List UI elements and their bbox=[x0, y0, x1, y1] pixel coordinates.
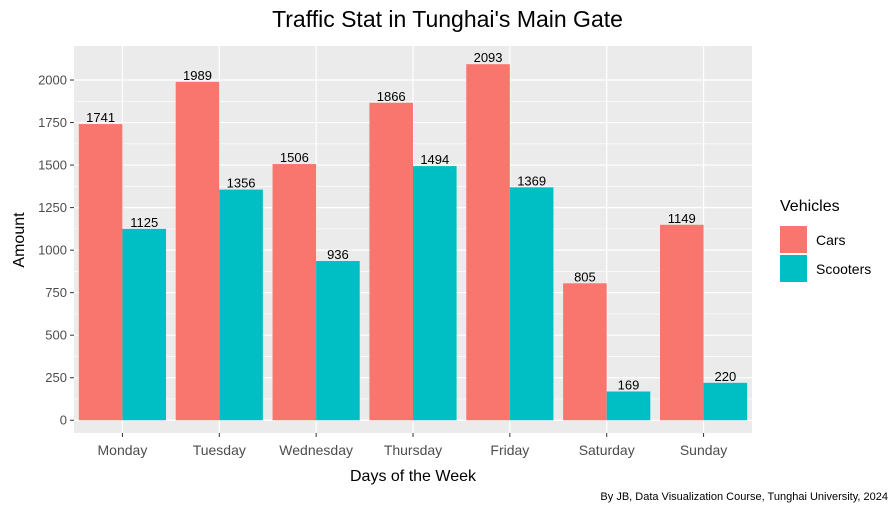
value-label: 169 bbox=[618, 377, 640, 392]
y-tick-label: 1750 bbox=[38, 115, 67, 130]
x-tick-label: Wednesday bbox=[279, 442, 353, 458]
value-label: 1989 bbox=[183, 68, 212, 83]
bar-cars bbox=[466, 64, 510, 421]
bars bbox=[78, 64, 748, 421]
bar-cars bbox=[272, 164, 317, 421]
bar-scooters bbox=[316, 261, 360, 421]
value-label: 220 bbox=[715, 369, 737, 384]
y-axis-title: Amount bbox=[11, 212, 28, 268]
value-label: 805 bbox=[574, 269, 596, 284]
value-label: 936 bbox=[327, 247, 349, 262]
y-axis: 0 250 500 750 1000 1250 1500 1750 2000 bbox=[38, 73, 74, 428]
x-tick-label: Thursday bbox=[384, 442, 442, 458]
bar-cars bbox=[369, 102, 413, 421]
legend-item-scooters: Scooters bbox=[780, 254, 871, 283]
chart-title: Traffic Stat in Tunghai's Main Gate bbox=[272, 6, 623, 32]
value-label: 1506 bbox=[280, 150, 309, 165]
x-tick-label: Sunday bbox=[680, 442, 727, 458]
value-label: 1494 bbox=[420, 152, 449, 167]
value-label: 1356 bbox=[227, 176, 256, 191]
bar-scooters bbox=[413, 166, 457, 421]
y-tick-label: 1000 bbox=[38, 243, 67, 258]
legend: Vehicles Cars Scooters bbox=[780, 198, 871, 283]
bar-cars bbox=[563, 283, 607, 421]
value-label: 1741 bbox=[86, 110, 115, 125]
bar-scooters bbox=[122, 228, 167, 421]
value-label: 1866 bbox=[377, 89, 406, 104]
y-tick-label: 1250 bbox=[38, 200, 67, 215]
bar-cars bbox=[659, 224, 704, 421]
value-label: 2093 bbox=[474, 50, 503, 65]
x-axis-title: Days of the Week bbox=[350, 468, 477, 485]
value-label: 1149 bbox=[668, 211, 696, 226]
legend-label-scooters: Scooters bbox=[816, 260, 872, 277]
bar-scooters bbox=[509, 187, 554, 421]
bar-scooters bbox=[703, 382, 748, 421]
legend-key-scooters bbox=[780, 255, 807, 282]
y-tick-label: 1500 bbox=[38, 158, 67, 173]
y-tick-label: 2000 bbox=[38, 73, 67, 88]
value-label: 1369 bbox=[517, 173, 546, 188]
x-tick-label: Tuesday bbox=[193, 442, 246, 458]
legend-label-cars: Cars bbox=[816, 231, 846, 248]
bar-cars bbox=[175, 81, 220, 421]
x-tick-label: Monday bbox=[98, 442, 148, 458]
x-tick-label: Saturday bbox=[579, 442, 635, 458]
x-axis: Monday Tuesday Wednesday Thursday Friday Satu… bbox=[98, 433, 727, 458]
caption: By JB, Data Visualization Course, Tungha… bbox=[600, 491, 888, 503]
bar-cars bbox=[78, 124, 123, 421]
bar-scooters bbox=[606, 391, 651, 421]
y-tick-label: 0 bbox=[60, 413, 67, 428]
y-tick-label: 750 bbox=[45, 285, 67, 300]
value-labels: 1741 1989 1506 1866 2093 805 1149 1125 1356 936 14… bbox=[86, 50, 736, 392]
bar-scooters bbox=[219, 189, 263, 421]
legend-title: Vehicles bbox=[780, 198, 840, 215]
x-tick-label: Friday bbox=[490, 442, 529, 458]
y-tick-label: 250 bbox=[45, 370, 67, 385]
value-label: 1125 bbox=[130, 215, 158, 230]
legend-item-cars: Cars bbox=[780, 225, 871, 254]
y-tick-label: 500 bbox=[45, 328, 67, 343]
legend-key-cars bbox=[780, 226, 807, 253]
